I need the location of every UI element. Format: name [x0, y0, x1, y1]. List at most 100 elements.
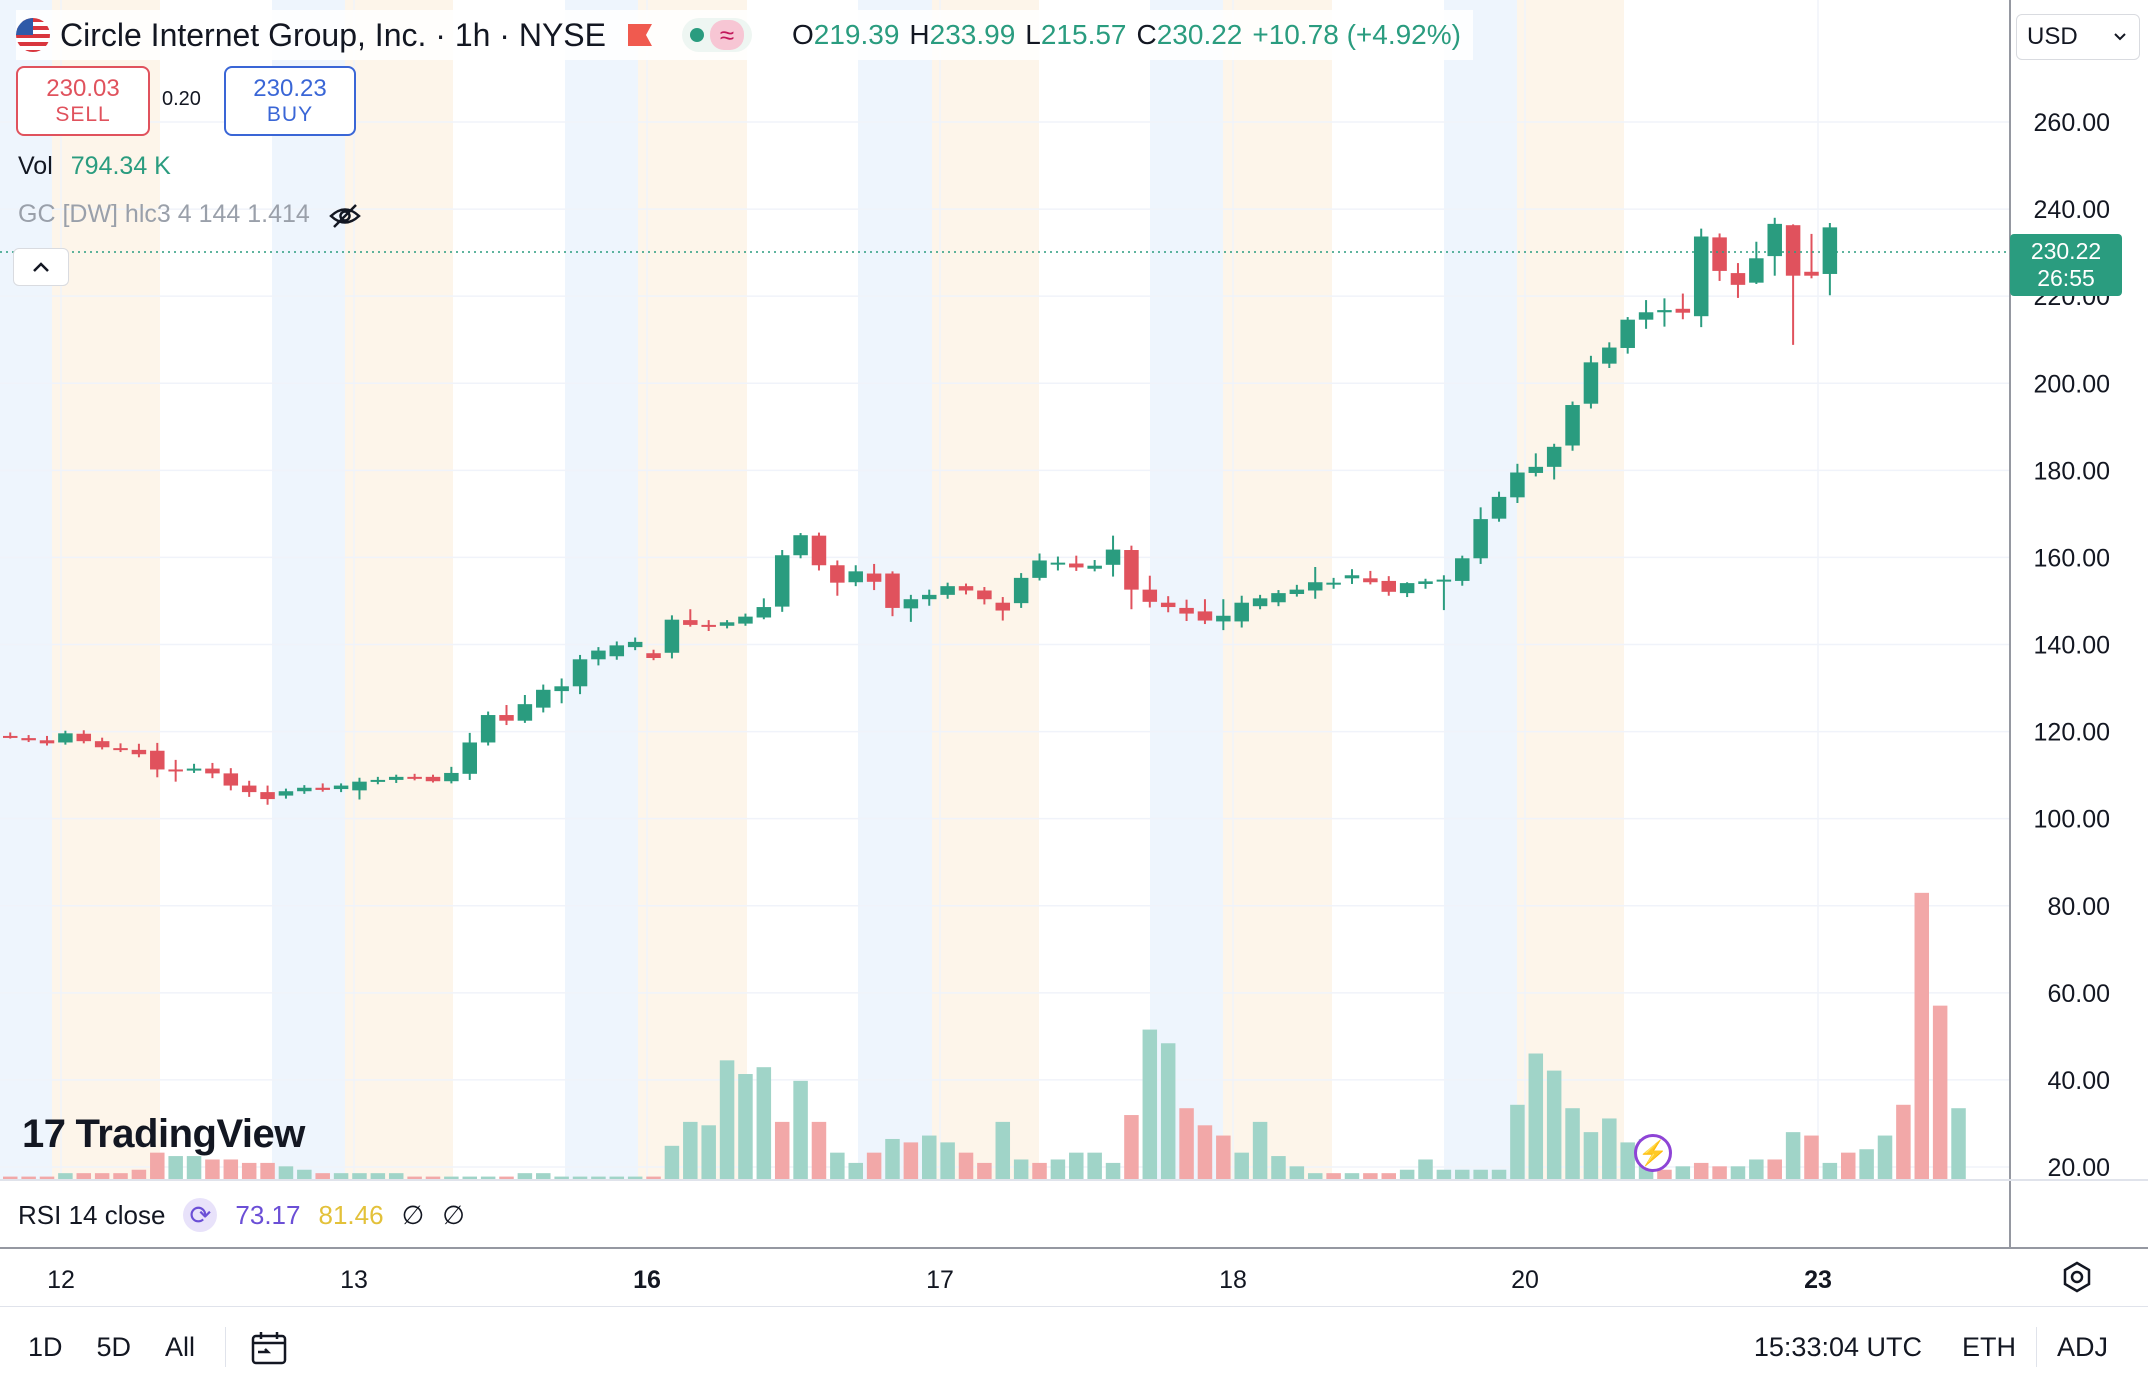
y-tick-label: 260.00	[2034, 109, 2110, 137]
candle	[480, 711, 496, 746]
candle-body	[1069, 563, 1084, 568]
candle-body	[39, 740, 55, 744]
candle-body	[186, 768, 202, 771]
refresh-icon[interactable]: ⟳	[183, 1198, 218, 1232]
indicator-text: GC [DW] hlc3 4 144 1.414	[18, 200, 310, 228]
volume-legend[interactable]: Vol 794.34 K	[18, 152, 171, 181]
rsi-value: 73.17	[235, 1199, 301, 1230]
volume-bar	[1105, 1162, 1121, 1180]
volume-bar	[1785, 1132, 1801, 1180]
calendar-goto-icon[interactable]	[250, 1330, 287, 1365]
chart-settings-button[interactable]	[2060, 1260, 2094, 1294]
candle	[186, 763, 202, 773]
volume-bar	[278, 1166, 294, 1180]
candle-body	[462, 742, 477, 774]
candle	[793, 533, 808, 559]
candle	[1087, 560, 1102, 572]
candle	[1602, 342, 1617, 369]
collapse-legend-button[interactable]	[13, 248, 69, 286]
rsi-empty-1: ∅	[401, 1199, 425, 1230]
status-pill[interactable]: ≈	[681, 18, 752, 52]
candle	[701, 620, 716, 632]
currency-select[interactable]: USD	[2016, 14, 2140, 60]
candle-body	[1418, 581, 1433, 584]
candle	[1363, 570, 1378, 585]
flag-marker-icon[interactable]	[627, 24, 652, 46]
rsi-legend[interactable]: RSI 14 close ⟳ 73.17 81.46 ∅ ∅	[18, 1198, 465, 1232]
volume-bar	[1932, 1005, 1948, 1180]
volume-bar	[1583, 1132, 1599, 1180]
volume-bar	[738, 1074, 753, 1180]
candle-body	[3, 735, 18, 738]
candle	[462, 732, 477, 780]
candle-body	[811, 535, 827, 566]
range-5d-button[interactable]: 5D	[96, 1331, 132, 1362]
eye-hidden-icon[interactable]	[328, 203, 362, 228]
delayed-data-icon: ≈	[709, 20, 744, 50]
candle-body	[664, 619, 680, 653]
candle	[591, 647, 606, 666]
candle	[1546, 443, 1562, 480]
volume-bar	[1546, 1070, 1562, 1180]
candle-body	[995, 602, 1011, 611]
candle	[1234, 595, 1249, 628]
sell-price: 230.03	[46, 75, 120, 102]
buy-price: 230.23	[253, 75, 327, 102]
volume-bar	[1914, 892, 1930, 1180]
adjust-button[interactable]: ADJ	[2056, 1331, 2108, 1362]
candle	[1399, 582, 1415, 598]
volume-bar	[1050, 1159, 1066, 1180]
session-button[interactable]: ETH	[1961, 1331, 2016, 1362]
candle-body	[1822, 227, 1838, 274]
volume-bar	[1142, 1029, 1158, 1180]
candle	[1197, 599, 1213, 625]
session-band	[52, 0, 160, 1180]
price-chart[interactable]: 260.00240.00220.00200.00180.00160.00140.…	[0, 0, 2148, 1306]
indicator-legend[interactable]: GC [DW] hlc3 4 144 1.414	[18, 200, 362, 229]
range-1d-button[interactable]: 1D	[28, 1331, 63, 1362]
candle	[297, 785, 312, 794]
volume-bar	[1307, 1173, 1323, 1180]
candle-body	[1804, 271, 1819, 276]
candle-body	[1252, 598, 1268, 607]
volume-bars	[3, 892, 1966, 1180]
volume-bar	[1087, 1152, 1102, 1180]
range-all-button[interactable]: All	[165, 1331, 196, 1362]
volume-bar	[1418, 1159, 1433, 1180]
volume-bar	[1657, 1169, 1672, 1180]
candle-body	[1234, 602, 1249, 622]
candle	[1142, 575, 1158, 608]
candle	[536, 684, 551, 713]
volume-bar	[1620, 1142, 1635, 1180]
candle-body	[719, 622, 735, 626]
y-tick-label: 140.00	[2034, 632, 2110, 660]
buy-button[interactable]: 230.23 BUY	[224, 66, 356, 136]
candle	[94, 737, 110, 750]
change-value: +10.78 (+4.92%)	[1252, 19, 1461, 50]
candle-body	[370, 779, 386, 782]
lightning-icon[interactable]: ⚡	[1634, 1134, 1672, 1172]
symbol-title[interactable]: Circle Internet Group, Inc. · 1h · NYSE	[60, 16, 606, 53]
volume-bar	[1767, 1159, 1782, 1180]
candle-body	[260, 792, 275, 800]
candle-body	[1767, 223, 1782, 257]
session-bands	[0, 0, 1624, 1180]
candle	[922, 589, 937, 606]
volume-bar	[517, 1173, 533, 1180]
candle-body	[333, 785, 349, 790]
volume-bar	[94, 1173, 110, 1180]
volume-bar	[977, 1162, 992, 1180]
session-band	[638, 0, 747, 1180]
volume-bar	[609, 1176, 625, 1180]
y-tick-label: 20.00	[2047, 1154, 2110, 1182]
tradingview-logo[interactable]: 17 TradingView	[22, 1112, 305, 1157]
candle	[1105, 535, 1121, 577]
clock-time[interactable]: 15:33:04 UTC	[1753, 1331, 1922, 1362]
volume-bar	[1326, 1173, 1341, 1180]
candle	[1473, 507, 1488, 564]
candle-body	[609, 645, 625, 657]
candle	[848, 565, 863, 587]
y-tick-label: 60.00	[2047, 980, 2110, 1008]
spread-value: 0.20	[162, 88, 201, 110]
sell-button[interactable]: 230.03 SELL	[16, 66, 150, 136]
